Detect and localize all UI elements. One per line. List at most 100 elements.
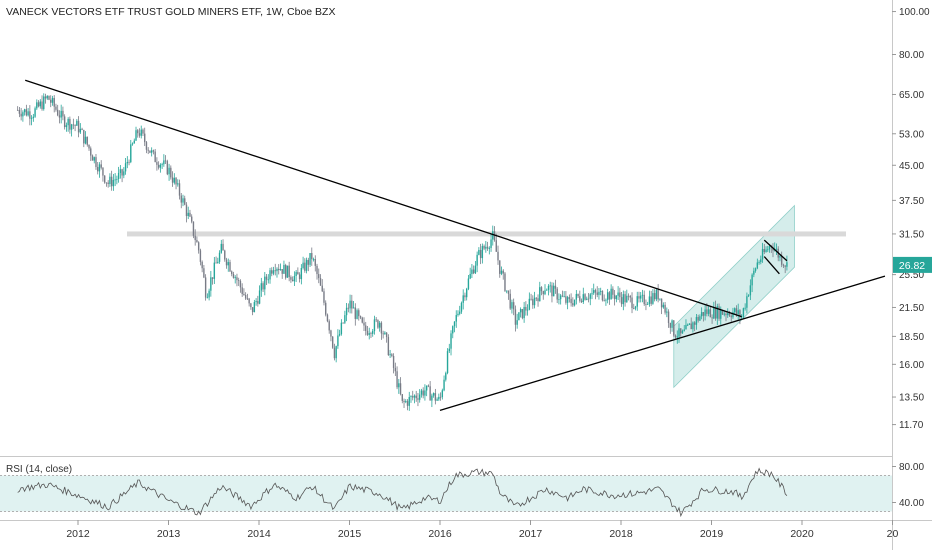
candle-body [74,125,76,126]
candle-body [568,297,571,299]
candle-body [697,317,699,321]
candle-body [156,162,158,165]
candle-body [526,309,529,311]
rsi-line [17,467,788,518]
candle-body [512,302,515,310]
candle-body [253,302,256,313]
time-tick-label: 2016 [428,528,452,540]
candle-body [622,294,625,305]
candle-body [161,164,163,166]
trendline-ascending [439,275,886,411]
candle-body [519,309,522,313]
candle-body [347,307,350,309]
candle-body [363,322,365,326]
candle-body [354,307,357,319]
candle-body [671,320,673,328]
candle-body [737,310,739,315]
candle-body [610,288,612,300]
candle-body [452,326,454,334]
candle-body [690,323,692,330]
candle-body [481,246,484,259]
rsi-band-layer [0,475,892,512]
candle-body [620,297,623,305]
candle-body [187,212,189,217]
candle-body [721,309,724,315]
candle-body [443,379,445,391]
candle-body [406,401,409,406]
candle-body [702,312,705,316]
rsi-axis: 80.00 40.00 [892,462,924,509]
candle-body [680,328,682,334]
candle-body [438,396,440,400]
candle-body [514,309,517,325]
candle-body [547,285,550,290]
candle-body [117,172,120,179]
candle-body [119,169,122,173]
candle-body [767,249,769,251]
time-tick-label: 20 [887,528,899,540]
candle-body [234,277,236,279]
candle-body [368,333,370,335]
candle-body [227,262,229,266]
candle-body [589,294,591,299]
candle-body [742,308,745,317]
resistance-zone [127,231,846,237]
trendline-flag-lower [763,256,780,275]
candle-body [189,212,191,217]
candle-body [599,290,602,292]
candle-body [72,124,75,126]
trendlines-layer [25,79,886,411]
candle-body [302,262,304,268]
candle-body [573,299,576,306]
candle-body [465,288,468,298]
candle-body [657,289,659,300]
candle-body [412,396,414,398]
candle-body [401,394,403,401]
rsi-tick-label: 40.00 [899,498,924,509]
candle-body [405,401,407,403]
candle-body [455,315,457,322]
candle-body [711,317,713,319]
candle-body [596,292,598,295]
candle-body [646,303,649,305]
candle-body [608,292,611,300]
price-tick-label: 80.00 [899,50,924,61]
candle-body [732,311,734,318]
candle-body [222,243,224,251]
candle-body [267,279,269,281]
candle-body [382,333,384,335]
candle-body [351,300,353,309]
candle-body [598,291,600,295]
last-price-badge [893,256,932,273]
resistance-layer [127,231,846,237]
candle-body [640,295,642,299]
candle-body [232,274,235,278]
candle-body [504,273,506,291]
candle-body [314,259,316,266]
price-tick-label: 18.50 [899,332,924,343]
candle-body [326,314,329,322]
candle-body [558,299,560,301]
candle-body [88,144,90,149]
candle-body [714,307,717,319]
candle-body [734,308,736,312]
candle-body [140,129,142,136]
candle-body [653,293,656,300]
candle-body [377,320,379,328]
candle-body [107,182,109,185]
candle-body [83,129,85,144]
candle-body [55,106,57,110]
candle-body [135,130,137,141]
candle-body [58,115,61,118]
candle-body [718,306,720,319]
candle-body [709,309,712,318]
candle-body [587,298,590,300]
candle-body [378,322,381,328]
candle-body [584,294,586,300]
candle-body [739,310,741,318]
candle-body [284,265,287,278]
candle-body [305,259,308,271]
last-price-label: 26.82 [899,260,925,272]
candle-body [580,300,583,303]
